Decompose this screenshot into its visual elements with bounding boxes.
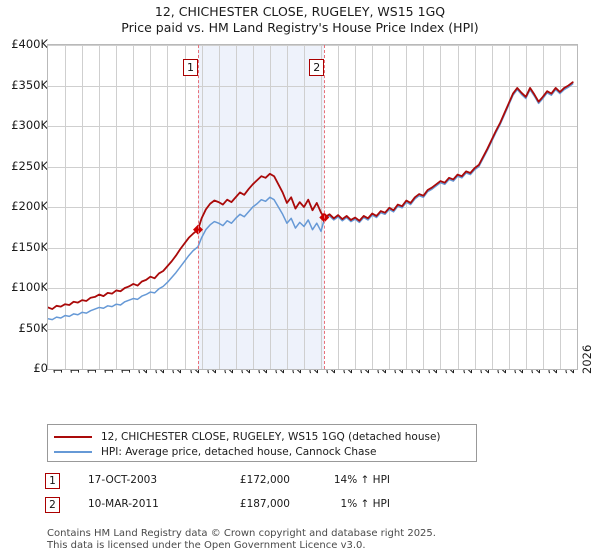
- hpi-average-line: [48, 83, 574, 321]
- gridline-vertical: [372, 45, 373, 369]
- gridline-vertical: [185, 45, 186, 369]
- footer-line-2: This data is licensed under the Open Gov…: [47, 539, 366, 551]
- gridline-horizontal: [48, 167, 577, 168]
- transaction-vline-2: [324, 45, 326, 369]
- gridline-vertical: [82, 45, 83, 369]
- footer-attribution: Contains HM Land Registry data © Crown c…: [47, 528, 587, 551]
- transaction-date: 17-OCT-2003: [88, 474, 157, 486]
- gridline-vertical: [492, 45, 493, 369]
- y-axis-tick-label: £250K: [11, 158, 48, 173]
- y-axis-tick-label: £100K: [11, 280, 48, 294]
- transaction-row[interactable]: 2 10-MAR-2011 £187,000 1% ↑ HPI: [45, 496, 465, 520]
- gridline-vertical: [440, 45, 441, 369]
- transaction-badge-2[interactable]: 2: [309, 59, 325, 76]
- gridline-vertical: [406, 45, 407, 369]
- gridline-vertical: [116, 45, 117, 369]
- gridline-vertical: [99, 45, 100, 369]
- x-axis-tick-label: 2026: [580, 344, 594, 374]
- y-axis-tick-label: £200K: [11, 199, 48, 213]
- gridline-vertical: [509, 45, 510, 369]
- transaction-price: £172,000: [239, 474, 290, 486]
- gridline-vertical: [321, 45, 322, 369]
- gridline-horizontal: [48, 126, 577, 127]
- transaction-date: 10-MAR-2011: [88, 498, 159, 510]
- chart-container: £0 £50K £100K £150K £200K £250K £300K £350K £400…: [0, 38, 600, 383]
- y-axis-tick-label: £350K: [11, 77, 48, 92]
- chart-legend: 12, CHICHESTER CLOSE, RUGELEY, WS15 1GQ …: [47, 424, 477, 462]
- gridline-horizontal: [48, 207, 577, 208]
- transaction-price: £187,000: [239, 498, 290, 510]
- transaction-hpi-delta: 14% ↑ HPI: [333, 474, 390, 486]
- gridline-vertical: [133, 45, 134, 369]
- gridline-vertical: [526, 45, 527, 369]
- legend-item: 12, CHICHESTER CLOSE, RUGELEY, WS15 1GQ …: [54, 430, 470, 444]
- transaction-vline-1: [197, 45, 199, 369]
- gridline-vertical: [338, 45, 339, 369]
- gridline-vertical: [65, 45, 66, 369]
- transaction-index-badge: 2: [45, 497, 60, 513]
- gridline-vertical: [167, 45, 168, 369]
- y-axis-tick-label: £150K: [11, 239, 48, 254]
- series-lines: [48, 81, 574, 321]
- y-axis-tick-label: £400K: [11, 37, 48, 51]
- y-axis-tick-label: £50K: [18, 320, 49, 335]
- transaction-badge-1[interactable]: 1: [182, 59, 198, 76]
- y-axis-tick-label: £300K: [11, 118, 48, 132]
- transactions-list: 1 17-OCT-2003 £172,000 14% ↑ HPI 2 10-MAR-201…: [45, 472, 465, 520]
- gridline-vertical: [355, 45, 356, 369]
- transaction-index-badge: 1: [45, 473, 60, 489]
- gridline-vertical: [150, 45, 151, 369]
- page-title: 12, CHICHESTER CLOSE, RUGELEY, WS15 1GQ …: [0, 4, 600, 36]
- gridline-vertical: [560, 45, 561, 369]
- transaction-row[interactable]: 1 17-OCT-2003 £172,000 14% ↑ HPI: [45, 472, 465, 496]
- gridline-vertical: [270, 45, 271, 369]
- legend-label: HPI: Average price, detached house, Cann…: [101, 446, 377, 458]
- price-paid-line: [48, 81, 574, 310]
- footer-line-1: Contains HM Land Registry data © Crown c…: [47, 528, 436, 539]
- gridline-vertical: [475, 45, 476, 369]
- plot-area: [47, 44, 578, 370]
- gridline-vertical: [577, 45, 578, 369]
- legend-color-swatch: [54, 436, 92, 438]
- gridline-vertical: [236, 45, 237, 369]
- gridline-horizontal: [48, 45, 577, 46]
- gridline-vertical: [287, 45, 288, 369]
- gridline-horizontal: [48, 248, 577, 249]
- gridline-horizontal: [48, 86, 577, 87]
- chart-subtitle: Price paid vs. HM Land Registry's House …: [121, 20, 479, 35]
- gridline-horizontal: [48, 288, 577, 289]
- legend-color-swatch: [54, 451, 92, 453]
- gridline-vertical: [458, 45, 459, 369]
- gridline-vertical: [202, 45, 203, 369]
- transaction-hpi-delta: 1% ↑ HPI: [340, 498, 390, 510]
- gridline-vertical: [543, 45, 544, 369]
- legend-label: 12, CHICHESTER CLOSE, RUGELEY, WS15 1GQ …: [101, 431, 441, 443]
- gridline-horizontal: [48, 329, 577, 330]
- chart-title: 12, CHICHESTER CLOSE, RUGELEY, WS15 1GQ: [154, 4, 446, 19]
- y-axis-tick-label: £0: [33, 361, 48, 375]
- gridline-vertical: [423, 45, 424, 369]
- gridline-vertical: [219, 45, 220, 369]
- legend-item: HPI: Average price, detached house, Cann…: [54, 445, 470, 459]
